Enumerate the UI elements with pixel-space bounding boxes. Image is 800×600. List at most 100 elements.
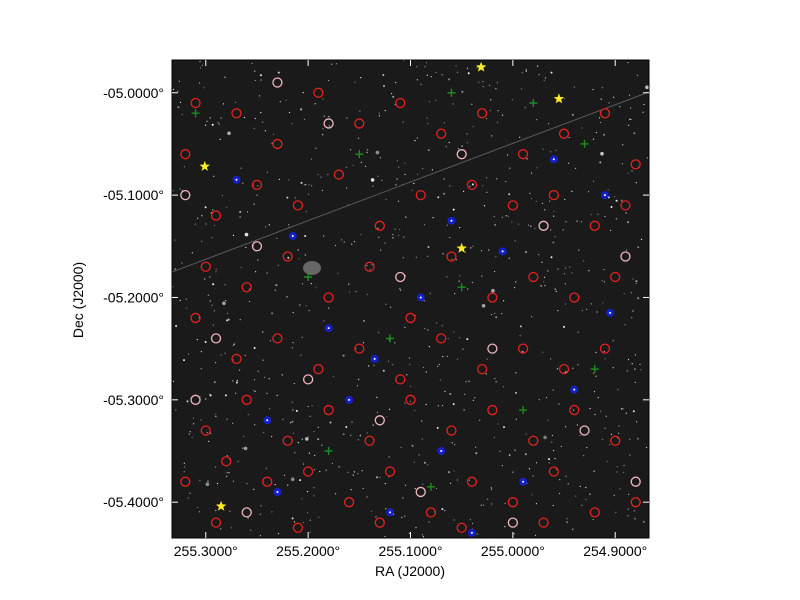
background-star-field — [172, 60, 649, 538]
background-star — [497, 110, 499, 112]
background-star — [439, 379, 441, 381]
background-star — [466, 338, 469, 341]
background-star — [597, 397, 599, 399]
background-star — [463, 190, 465, 192]
background-star — [328, 125, 330, 127]
galaxy-blob — [303, 261, 321, 275]
background-star — [478, 81, 480, 83]
background-star — [592, 88, 594, 91]
background-star — [179, 188, 181, 190]
background-star — [172, 88, 174, 91]
marker-red-circle — [395, 97, 406, 109]
background-star — [370, 178, 375, 182]
background-star — [469, 519, 471, 521]
background-star — [213, 175, 215, 177]
background-star — [550, 71, 553, 74]
background-star — [505, 215, 507, 217]
background-star — [281, 374, 283, 376]
background-star — [589, 407, 591, 410]
marker-red-circle — [200, 425, 211, 436]
background-star — [341, 239, 343, 241]
background-star — [635, 280, 638, 283]
background-star — [566, 521, 568, 523]
background-star — [254, 79, 256, 82]
background-star — [264, 376, 266, 378]
background-star — [226, 472, 228, 474]
marker-red-circle — [436, 128, 447, 139]
background-star — [297, 249, 299, 251]
background-star — [544, 209, 546, 211]
background-star — [535, 462, 538, 464]
background-star — [304, 254, 306, 256]
background-star — [476, 67, 478, 69]
background-star — [209, 117, 211, 119]
background-star — [449, 236, 451, 239]
background-star — [309, 415, 311, 417]
background-star — [321, 189, 323, 192]
background-star — [532, 475, 534, 477]
background-star — [357, 473, 359, 475]
background-star — [571, 190, 573, 192]
marker-red-circle — [292, 522, 304, 533]
background-star — [543, 276, 546, 278]
background-star — [211, 304, 213, 306]
background-star — [274, 484, 276, 486]
background-star — [287, 256, 290, 259]
background-star — [423, 224, 426, 226]
background-star — [291, 517, 294, 520]
background-star — [199, 67, 201, 69]
background-star — [225, 300, 227, 302]
marker-pink-circle — [630, 476, 641, 487]
background-star — [233, 343, 235, 345]
marker-red-circle — [405, 312, 416, 324]
background-star — [315, 287, 317, 289]
marker-red-circle — [507, 497, 519, 508]
background-star — [422, 483, 424, 485]
background-star — [436, 322, 438, 324]
background-star — [481, 304, 486, 308]
background-star — [395, 81, 397, 84]
background-star — [592, 518, 594, 521]
background-star — [276, 394, 278, 396]
background-star — [216, 482, 219, 485]
background-star — [543, 435, 547, 440]
marker-red-circle — [415, 189, 426, 201]
background-star — [627, 221, 630, 224]
background-star — [465, 381, 467, 383]
marker-red-circle — [528, 435, 539, 446]
background-star — [467, 72, 470, 75]
marker-red-circle — [231, 353, 242, 365]
background-star — [633, 132, 636, 135]
background-star — [357, 137, 360, 139]
background-star — [239, 319, 241, 321]
background-star — [616, 471, 618, 473]
marker-green-cross — [519, 406, 528, 415]
background-star — [579, 434, 581, 437]
marker-green-cross — [447, 88, 456, 97]
background-star — [608, 102, 610, 104]
background-star — [547, 419, 549, 421]
background-star — [298, 258, 300, 260]
background-star — [350, 149, 352, 151]
marker-red-circle — [630, 497, 641, 508]
background-star — [212, 324, 214, 326]
background-star — [399, 288, 401, 290]
background-star — [185, 298, 187, 300]
background-star — [371, 264, 373, 266]
background-star — [568, 162, 570, 164]
background-star — [438, 363, 440, 366]
background-star — [207, 294, 209, 296]
background-star — [192, 417, 194, 419]
background-star — [221, 194, 223, 197]
background-star — [623, 471, 625, 473]
background-star — [629, 118, 631, 120]
background-star — [362, 342, 365, 344]
marker-red-circle — [241, 282, 252, 293]
background-star — [431, 169, 433, 171]
background-star — [313, 469, 316, 471]
background-star — [204, 206, 207, 209]
background-star — [630, 292, 632, 294]
background-star — [320, 176, 322, 178]
background-star — [345, 166, 347, 168]
background-star — [519, 325, 522, 328]
